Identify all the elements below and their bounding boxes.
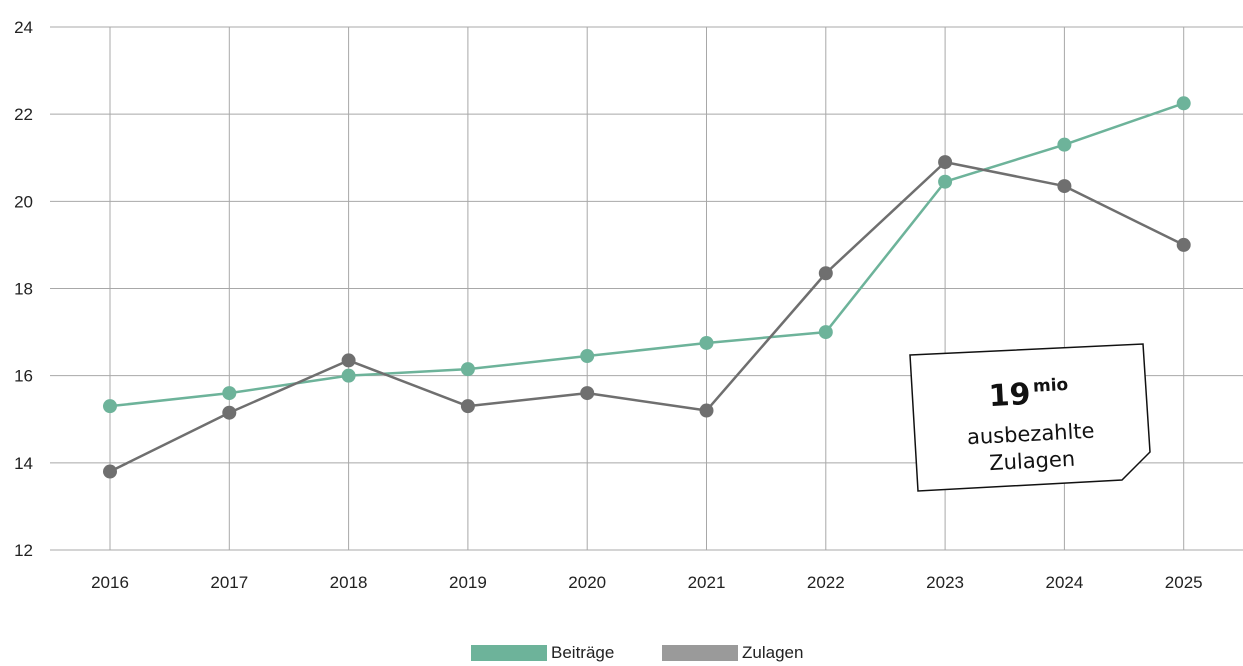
data-point-beitraege (461, 362, 475, 376)
data-point-beitraege (342, 369, 356, 383)
callout-line-2: Zulagen (989, 447, 1076, 475)
legend-swatch-zulagen (662, 645, 738, 661)
data-point-beitraege (1057, 138, 1071, 152)
x-tick-label: 2023 (926, 573, 964, 592)
legend-swatch-beitraege (471, 645, 547, 661)
x-tick-label: 2022 (807, 573, 845, 592)
data-point-zulagen (580, 386, 594, 400)
data-point-beitraege (222, 386, 236, 400)
y-tick-label: 24 (14, 18, 33, 37)
callout-number: 19 (988, 377, 1032, 414)
x-tick-label: 2017 (210, 573, 248, 592)
data-point-zulagen (342, 353, 356, 367)
data-point-zulagen (222, 406, 236, 420)
x-tick-label: 2021 (688, 573, 726, 592)
data-point-zulagen (461, 399, 475, 413)
annotation-callout: 19mio ausbezahlte Zulagen (910, 344, 1150, 491)
y-tick-label: 20 (14, 192, 33, 211)
data-point-zulagen (1177, 238, 1191, 252)
x-tick-label: 2025 (1165, 573, 1203, 592)
data-point-beitraege (700, 336, 714, 350)
y-tick-label: 16 (14, 367, 33, 386)
data-point-zulagen (938, 155, 952, 169)
data-point-beitraege (819, 325, 833, 339)
data-point-zulagen (1057, 179, 1071, 193)
x-axis-labels: 2016 2017 2018 2019 2020 2021 2022 2023 2024 2025 (91, 573, 1203, 592)
x-tick-label: 2020 (568, 573, 606, 592)
x-tick-label: 2016 (91, 573, 129, 592)
data-point-zulagen (103, 465, 117, 479)
y-tick-label: 14 (14, 454, 33, 473)
x-tick-label: 2019 (449, 573, 487, 592)
legend-label-zulagen: Zulagen (742, 643, 803, 663)
data-point-beitraege (103, 399, 117, 413)
legend: Beiträge Zulagen (0, 643, 1243, 665)
legend-label-beitraege: Beiträge (551, 643, 614, 663)
y-tick-label: 22 (14, 105, 33, 124)
data-point-zulagen (700, 404, 714, 418)
y-axis-labels: 12 14 16 18 20 22 24 (14, 18, 33, 560)
data-point-beitraege (938, 175, 952, 189)
data-point-zulagen (819, 266, 833, 280)
callout-unit: mio (1033, 375, 1069, 397)
data-point-beitraege (580, 349, 594, 363)
legend-item-zulagen: Zulagen (662, 643, 803, 663)
x-tick-label: 2024 (1045, 573, 1083, 592)
legend-item-beitraege: Beiträge (471, 643, 614, 663)
data-point-beitraege (1177, 96, 1191, 110)
y-tick-label: 18 (14, 280, 33, 299)
x-tick-label: 2018 (330, 573, 368, 592)
y-tick-label: 12 (14, 541, 33, 560)
